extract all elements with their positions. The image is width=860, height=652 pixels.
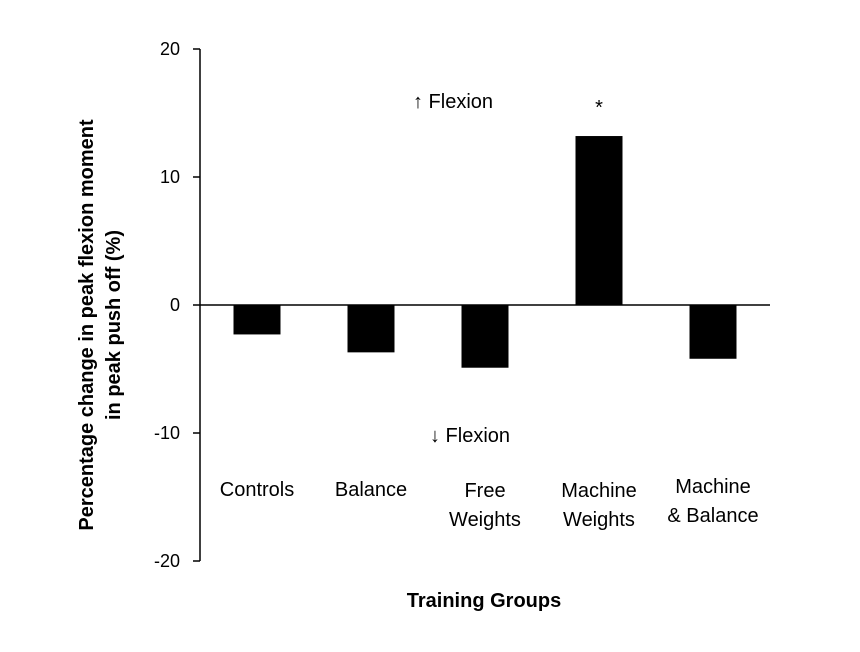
category-label: Machine [561,480,637,502]
x-axis-title: Training Groups [407,590,561,612]
y-axis-title-line: Percentage change in peak flexion moment [76,119,98,531]
category-label: Controls [220,479,294,501]
flexion-up-annotation: ↑ Flexion [413,91,493,113]
category-label: Free [464,480,505,502]
y-tick-label: -10 [154,423,180,443]
y-tick-label: -20 [154,551,180,571]
y-tick-label: 20 [160,39,180,59]
y-axis-ticks: 20 10 0 -10 -20 [154,39,200,571]
bar [347,305,395,353]
category-label: Machine [675,476,751,498]
y-axis-title-line: in peak push off (%) [103,230,125,420]
category-label: Balance [335,479,407,501]
bar [689,305,737,359]
bar [461,305,509,368]
bar [233,305,281,335]
bars-group [233,136,737,368]
category-label: Weights [563,509,635,531]
y-tick-label: 0 [170,295,180,315]
y-tick-label: 10 [160,167,180,187]
category-label: & Balance [667,505,758,527]
y-axis-title: Percentage change in peak flexion moment… [76,119,125,531]
bar [575,136,623,305]
significance-marker: * [595,97,603,119]
category-label: Weights [449,509,521,531]
category-labels: Controls Balance Free Weights Machine Weights… [220,476,759,531]
flexion-down-annotation: ↓ Flexion [430,425,510,447]
